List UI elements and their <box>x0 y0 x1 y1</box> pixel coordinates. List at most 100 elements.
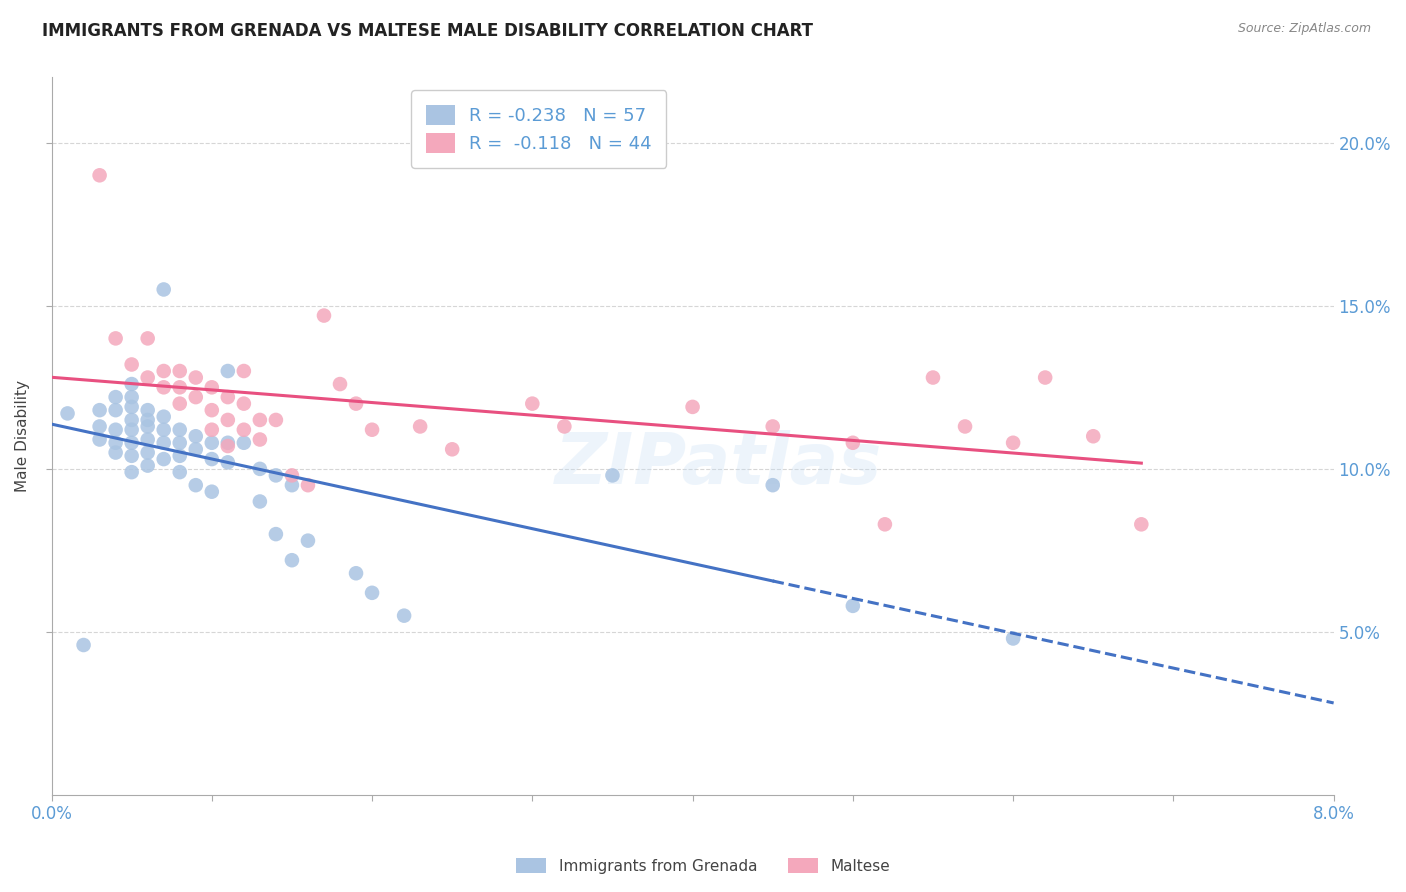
Point <box>201 423 224 437</box>
Point <box>409 419 432 434</box>
Point <box>1033 370 1056 384</box>
Point <box>152 452 174 467</box>
Point <box>762 478 785 492</box>
Point <box>152 364 174 378</box>
Point <box>553 419 575 434</box>
Point <box>297 478 319 492</box>
Point <box>1002 435 1025 450</box>
Point <box>281 478 304 492</box>
Point <box>152 435 174 450</box>
Point <box>136 458 159 473</box>
Point <box>344 566 367 581</box>
Point <box>281 468 304 483</box>
Point <box>121 465 143 479</box>
Point <box>682 400 704 414</box>
Point <box>312 309 335 323</box>
Point <box>104 331 127 345</box>
Point <box>1002 632 1025 646</box>
Point <box>136 419 159 434</box>
Point <box>249 494 271 508</box>
Point <box>104 403 127 417</box>
Point <box>264 413 287 427</box>
Point <box>842 435 865 450</box>
Point <box>89 419 111 434</box>
Y-axis label: Male Disability: Male Disability <box>15 380 30 492</box>
Point <box>169 449 191 463</box>
Point <box>922 370 945 384</box>
Point <box>217 439 239 453</box>
Point <box>89 433 111 447</box>
Point <box>441 442 464 457</box>
Point <box>104 390 127 404</box>
Point <box>361 586 384 600</box>
Point <box>121 358 143 372</box>
Point <box>72 638 94 652</box>
Point <box>136 370 159 384</box>
Point <box>361 423 384 437</box>
Point <box>152 409 174 424</box>
Point <box>201 484 224 499</box>
Point <box>184 390 207 404</box>
Point <box>136 331 159 345</box>
Point <box>152 380 174 394</box>
Point <box>104 445 127 459</box>
Point <box>121 435 143 450</box>
Point <box>232 423 254 437</box>
Point <box>217 435 239 450</box>
Point <box>329 377 352 392</box>
Point <box>201 403 224 417</box>
Point <box>121 413 143 427</box>
Point <box>602 468 624 483</box>
Point <box>152 283 174 297</box>
Point <box>842 599 865 613</box>
Point <box>136 445 159 459</box>
Point <box>232 397 254 411</box>
Point <box>1083 429 1105 443</box>
Point <box>169 380 191 394</box>
Point <box>121 400 143 414</box>
Point <box>281 553 304 567</box>
Point <box>169 397 191 411</box>
Point <box>264 527 287 541</box>
Point <box>169 423 191 437</box>
Point <box>249 413 271 427</box>
Point <box>169 465 191 479</box>
Point <box>136 403 159 417</box>
Point <box>89 169 111 183</box>
Point <box>201 452 224 467</box>
Point <box>873 517 896 532</box>
Point <box>169 435 191 450</box>
Point <box>762 419 785 434</box>
Point <box>56 406 79 420</box>
Point <box>121 390 143 404</box>
Point <box>217 364 239 378</box>
Legend: R = -0.238   N = 57, R =  -0.118   N = 44: R = -0.238 N = 57, R = -0.118 N = 44 <box>412 90 666 168</box>
Point <box>232 364 254 378</box>
Text: IMMIGRANTS FROM GRENADA VS MALTESE MALE DISABILITY CORRELATION CHART: IMMIGRANTS FROM GRENADA VS MALTESE MALE … <box>42 22 813 40</box>
Legend: Immigrants from Grenada, Maltese: Immigrants from Grenada, Maltese <box>510 852 896 880</box>
Text: ZIPatlas: ZIPatlas <box>554 431 882 500</box>
Point <box>184 370 207 384</box>
Point <box>89 403 111 417</box>
Point <box>264 468 287 483</box>
Point <box>121 449 143 463</box>
Point <box>392 608 415 623</box>
Point <box>1130 517 1153 532</box>
Point <box>136 433 159 447</box>
Point <box>136 413 159 427</box>
Point <box>184 429 207 443</box>
Point <box>169 364 191 378</box>
Point <box>217 413 239 427</box>
Point <box>297 533 319 548</box>
Point <box>344 397 367 411</box>
Point <box>201 435 224 450</box>
Point <box>217 455 239 469</box>
Point <box>184 442 207 457</box>
Point <box>232 435 254 450</box>
Point <box>184 478 207 492</box>
Point <box>249 433 271 447</box>
Text: Source: ZipAtlas.com: Source: ZipAtlas.com <box>1237 22 1371 36</box>
Point <box>152 423 174 437</box>
Point <box>104 435 127 450</box>
Point <box>217 390 239 404</box>
